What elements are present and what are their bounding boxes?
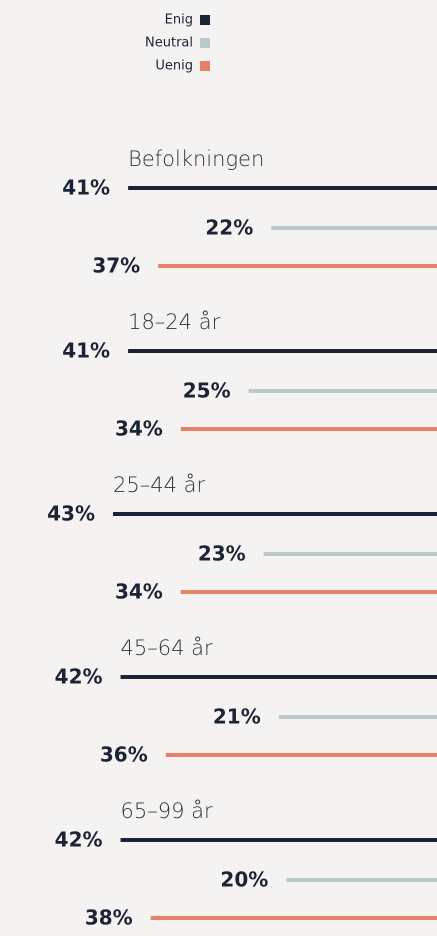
bar [165, 753, 437, 757]
value-label: 42% [55, 665, 103, 689]
bar [248, 389, 437, 393]
category-label: 18–24 år [128, 310, 220, 334]
bar [113, 512, 437, 516]
bar [278, 715, 437, 719]
bar [120, 675, 437, 679]
category-label: Befolkningen [128, 147, 264, 171]
value-label: 20% [220, 868, 268, 892]
value-label: 41% [62, 176, 110, 200]
legend-swatch [200, 15, 210, 25]
category-label: 25–44 år [113, 473, 205, 497]
category-label: 45–64 år [121, 636, 213, 660]
value-label: 21% [213, 705, 261, 729]
value-label: 34% [115, 580, 163, 604]
value-label: 23% [198, 542, 246, 566]
bar [286, 878, 437, 882]
bar [180, 427, 437, 431]
legend-swatch [200, 38, 210, 48]
legend-label: Enig [165, 13, 193, 28]
legend-swatch [200, 61, 210, 71]
legend-label: Neutral [145, 36, 193, 51]
bar [128, 186, 437, 190]
value-label: 41% [62, 339, 110, 363]
value-label: 37% [92, 254, 140, 278]
value-label: 36% [100, 743, 148, 767]
bar [271, 226, 437, 230]
bar [120, 838, 437, 842]
bar [128, 349, 437, 353]
value-label: 42% [55, 828, 103, 852]
value-label: 22% [205, 216, 253, 240]
value-label: 34% [115, 417, 163, 441]
value-label: 43% [47, 502, 95, 526]
bar [158, 264, 437, 268]
category-label: 65–99 år [121, 799, 213, 823]
bar [150, 916, 437, 920]
bar [180, 590, 437, 594]
value-label: 38% [85, 906, 133, 930]
value-label: 25% [183, 379, 231, 403]
bar [263, 552, 437, 556]
legend-label: Uenig [155, 59, 193, 74]
